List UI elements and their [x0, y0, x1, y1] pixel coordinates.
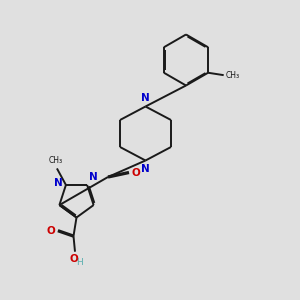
Text: N: N — [88, 172, 97, 182]
Text: CH₃: CH₃ — [225, 71, 239, 80]
Text: N: N — [54, 178, 63, 188]
Text: H: H — [76, 258, 83, 267]
Text: N: N — [141, 164, 150, 174]
Text: O: O — [47, 226, 56, 236]
Text: O: O — [131, 167, 140, 178]
Text: O: O — [69, 254, 78, 264]
Text: CH₃: CH₃ — [48, 156, 62, 165]
Text: N: N — [141, 93, 150, 103]
